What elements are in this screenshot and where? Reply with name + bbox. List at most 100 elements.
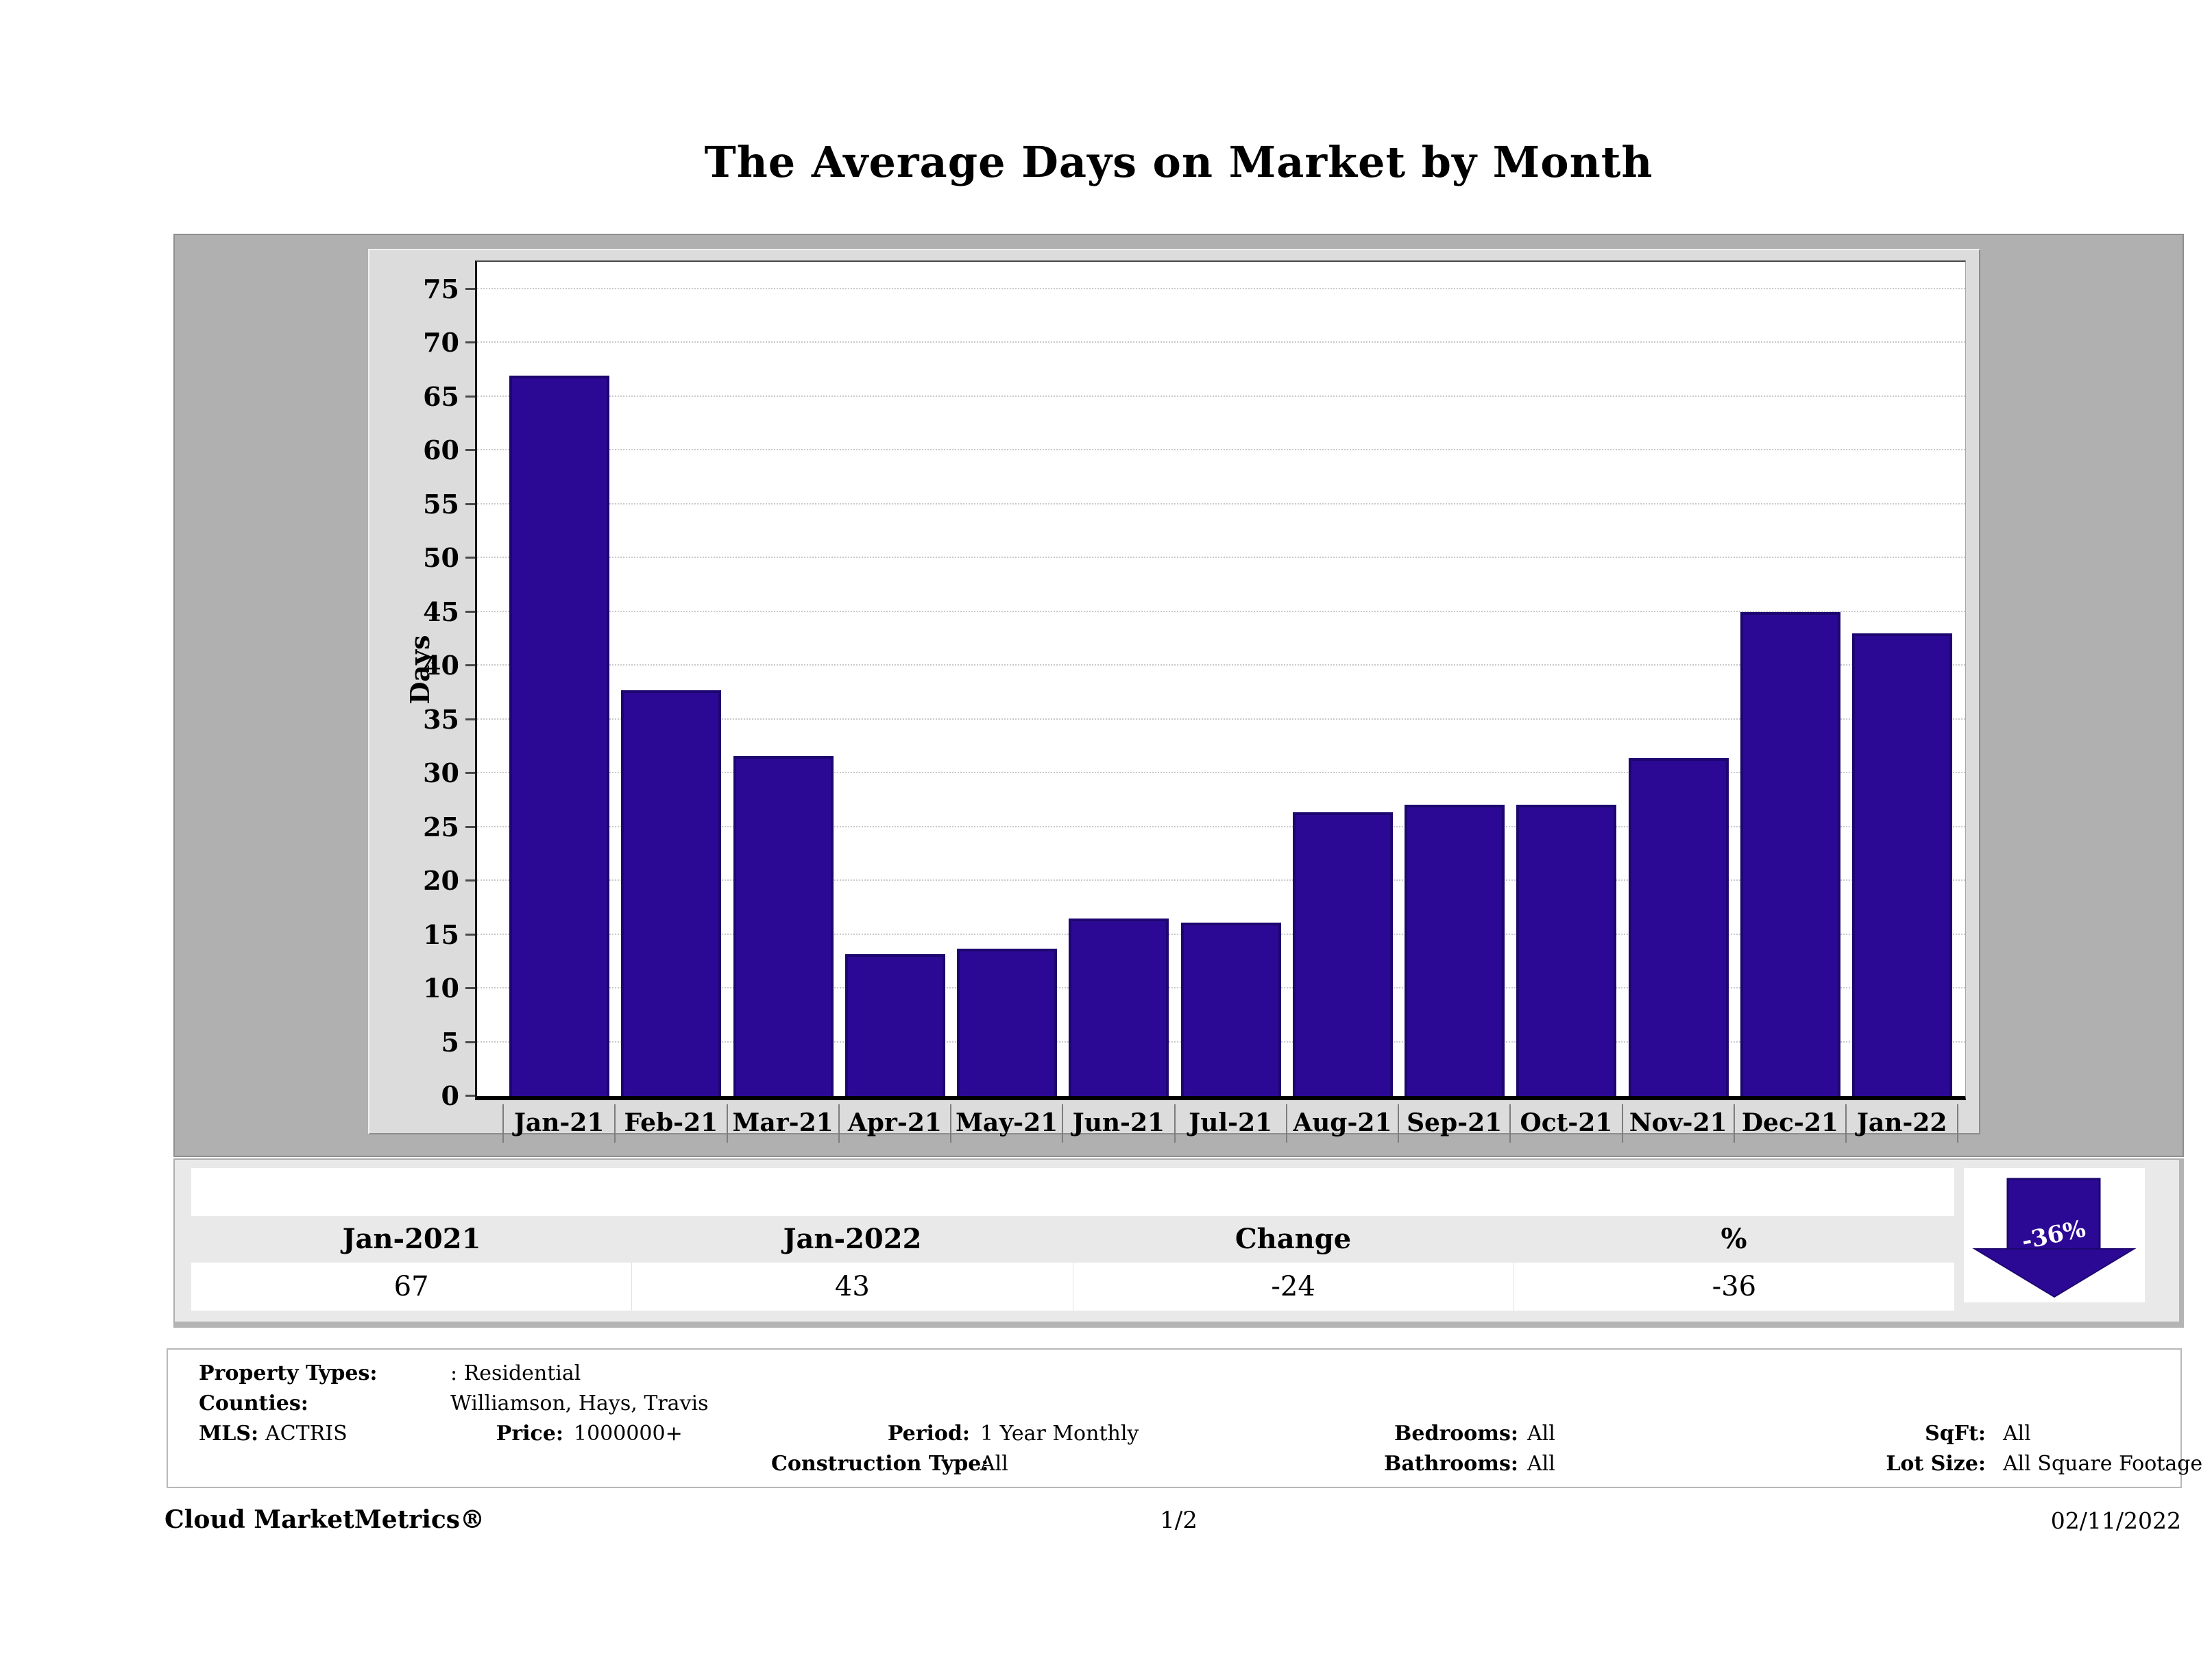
chart-inner-panel: Days 0 5 10 15 20 25 30 35 40 45 50 55 60 65 70 75 Jan-… <box>368 249 1980 1143</box>
y-tick-label: 25 <box>423 811 459 842</box>
summary-header-cell: Jan-2021 <box>342 1223 481 1255</box>
gridline <box>477 825 1965 827</box>
summary-header-cell: Jan-2022 <box>783 1223 922 1255</box>
y-tick-label: 60 <box>423 435 459 466</box>
x-tick-label: Mar-21 <box>726 1104 838 1143</box>
bar-Nov-21 <box>1628 758 1729 1096</box>
x-tick-label: Jul-21 <box>1174 1104 1286 1143</box>
bar-Feb-21 <box>621 690 722 1096</box>
summary-value-row: 67 43 -24 -36 <box>191 1263 1954 1311</box>
period-label: Period: <box>887 1422 970 1446</box>
y-tick-label: 40 <box>423 650 459 681</box>
y-tick-mark <box>465 1095 475 1097</box>
gridline <box>477 449 1965 451</box>
chart-panel: Days 0 5 10 15 20 25 30 35 40 45 50 55 60 65 70 75 Jan-… <box>173 234 2184 1157</box>
y-tick-mark <box>465 987 475 990</box>
filters-panel: Property Types: : Residential Counties: … <box>167 1348 2202 1488</box>
lot-size-label: Lot Size: <box>1886 1452 1986 1476</box>
gridline <box>477 502 1965 504</box>
period-value: 1 Year Monthly <box>980 1422 1139 1446</box>
y-tick-mark <box>465 502 475 505</box>
y-tick-label: 45 <box>423 596 459 627</box>
y-tick-label: 30 <box>423 757 459 789</box>
bar-Jun-21 <box>1069 919 1169 1096</box>
gridline <box>477 610 1965 612</box>
bar-Mar-21 <box>733 756 834 1096</box>
bar-Apr-21 <box>844 953 945 1096</box>
gridline <box>477 879 1965 881</box>
y-tick-label: 0 <box>441 1080 459 1111</box>
bar-May-21 <box>957 949 1057 1096</box>
counties-label: Counties: <box>199 1391 308 1415</box>
counties-value: Williamson, Hays, Travis <box>450 1391 709 1415</box>
x-tick-label: Apr-21 <box>838 1104 950 1143</box>
summary-panel: Jan-2021 Jan-2022 Change% 67 43 -24 -36 -36% <box>173 1158 2184 1328</box>
x-tick-label: May-21 <box>950 1104 1062 1143</box>
lot-size-value: All Square Footage <box>2003 1452 2203 1476</box>
y-tick-label: 65 <box>423 380 459 412</box>
x-tick-label: Jan-22 <box>1845 1104 1957 1143</box>
bar-Oct-21 <box>1516 804 1617 1096</box>
footer-brand: Cloud MarketMetrics® <box>165 1505 485 1534</box>
summary-header-cell: Change <box>1235 1223 1352 1255</box>
bathrooms-value: All <box>1527 1452 1555 1476</box>
y-tick-label: 35 <box>423 703 459 735</box>
gridline <box>477 395 1965 397</box>
y-tick-label: 50 <box>423 542 459 574</box>
y-tick-mark <box>465 610 475 613</box>
summary-value-cell: -36 <box>1513 1263 1954 1311</box>
gridline <box>477 664 1965 666</box>
y-tick-mark <box>465 772 475 775</box>
y-tick-mark <box>465 395 475 398</box>
x-tick-label: Jan-21 <box>502 1104 614 1143</box>
summary-header-cell: % <box>1721 1223 1747 1255</box>
y-tick-mark <box>465 1041 475 1043</box>
y-tick-mark <box>465 557 475 559</box>
y-tick-mark <box>465 718 475 720</box>
construction-type-label: Construction Type: <box>771 1452 989 1476</box>
y-tick-label: 20 <box>423 865 459 897</box>
property-types-value: : Residential <box>450 1361 581 1385</box>
summary-value-cell: 67 <box>393 1271 429 1302</box>
bedrooms-label: Bedrooms: <box>1394 1422 1518 1446</box>
x-tick-label: Oct-21 <box>1509 1104 1621 1143</box>
summary-value-cell: -24 <box>1072 1263 1514 1311</box>
bar-Jan-22 <box>1852 633 1952 1096</box>
mls-label: MLS: <box>199 1422 259 1446</box>
price-value: 1000000+ <box>574 1422 683 1446</box>
y-tick-mark <box>465 449 475 452</box>
x-axis-labels: Jan-21 Feb-21 Mar-21 Apr-21 May-21 Jun-21 Jul-… <box>476 1104 1967 1147</box>
y-tick-mark <box>465 933 475 936</box>
plot-area: 0 5 10 15 20 25 30 35 40 45 50 55 60 65 70 75 <box>423 260 1966 1111</box>
bathrooms-label: Bathrooms: <box>1384 1452 1518 1476</box>
y-tick-label: 55 <box>423 488 459 520</box>
gridline <box>477 288 1965 289</box>
price-label: Price: <box>496 1422 563 1446</box>
x-tick-label: Dec-21 <box>1733 1104 1845 1143</box>
y-tick-label: 15 <box>423 919 459 950</box>
footer-page-number: 1/2 <box>1160 1507 1198 1534</box>
property-types-label: Property Types: <box>199 1361 378 1385</box>
down-arrow-icon <box>1972 1178 2137 1298</box>
trend-arrow-box: -36% <box>1964 1168 2145 1302</box>
x-tick-label: Jun-21 <box>1062 1104 1174 1143</box>
mls-value: ACTRIS <box>265 1422 348 1446</box>
summary-empty-row <box>191 1168 1954 1216</box>
y-tick-label: 5 <box>441 1026 459 1058</box>
page-title: The Average Days on Market by Month <box>704 137 1653 187</box>
footer-date: 02/11/2022 <box>2050 1507 2181 1534</box>
y-tick-mark <box>465 879 475 882</box>
bar-Aug-21 <box>1292 812 1393 1096</box>
y-tick-label: 10 <box>423 973 459 1004</box>
bar-Jan-21 <box>509 375 609 1096</box>
x-tick-label: Sep-21 <box>1398 1104 1509 1143</box>
sqft-value: All <box>2003 1422 2031 1446</box>
x-tick-label: Feb-21 <box>614 1104 726 1143</box>
y-tick-mark <box>465 664 475 667</box>
y-tick-mark <box>465 341 475 344</box>
bar-Dec-21 <box>1740 611 1840 1096</box>
construction-type-value: All <box>980 1452 1008 1476</box>
gridline <box>477 718 1965 720</box>
x-tick-label: Aug-21 <box>1285 1104 1398 1143</box>
